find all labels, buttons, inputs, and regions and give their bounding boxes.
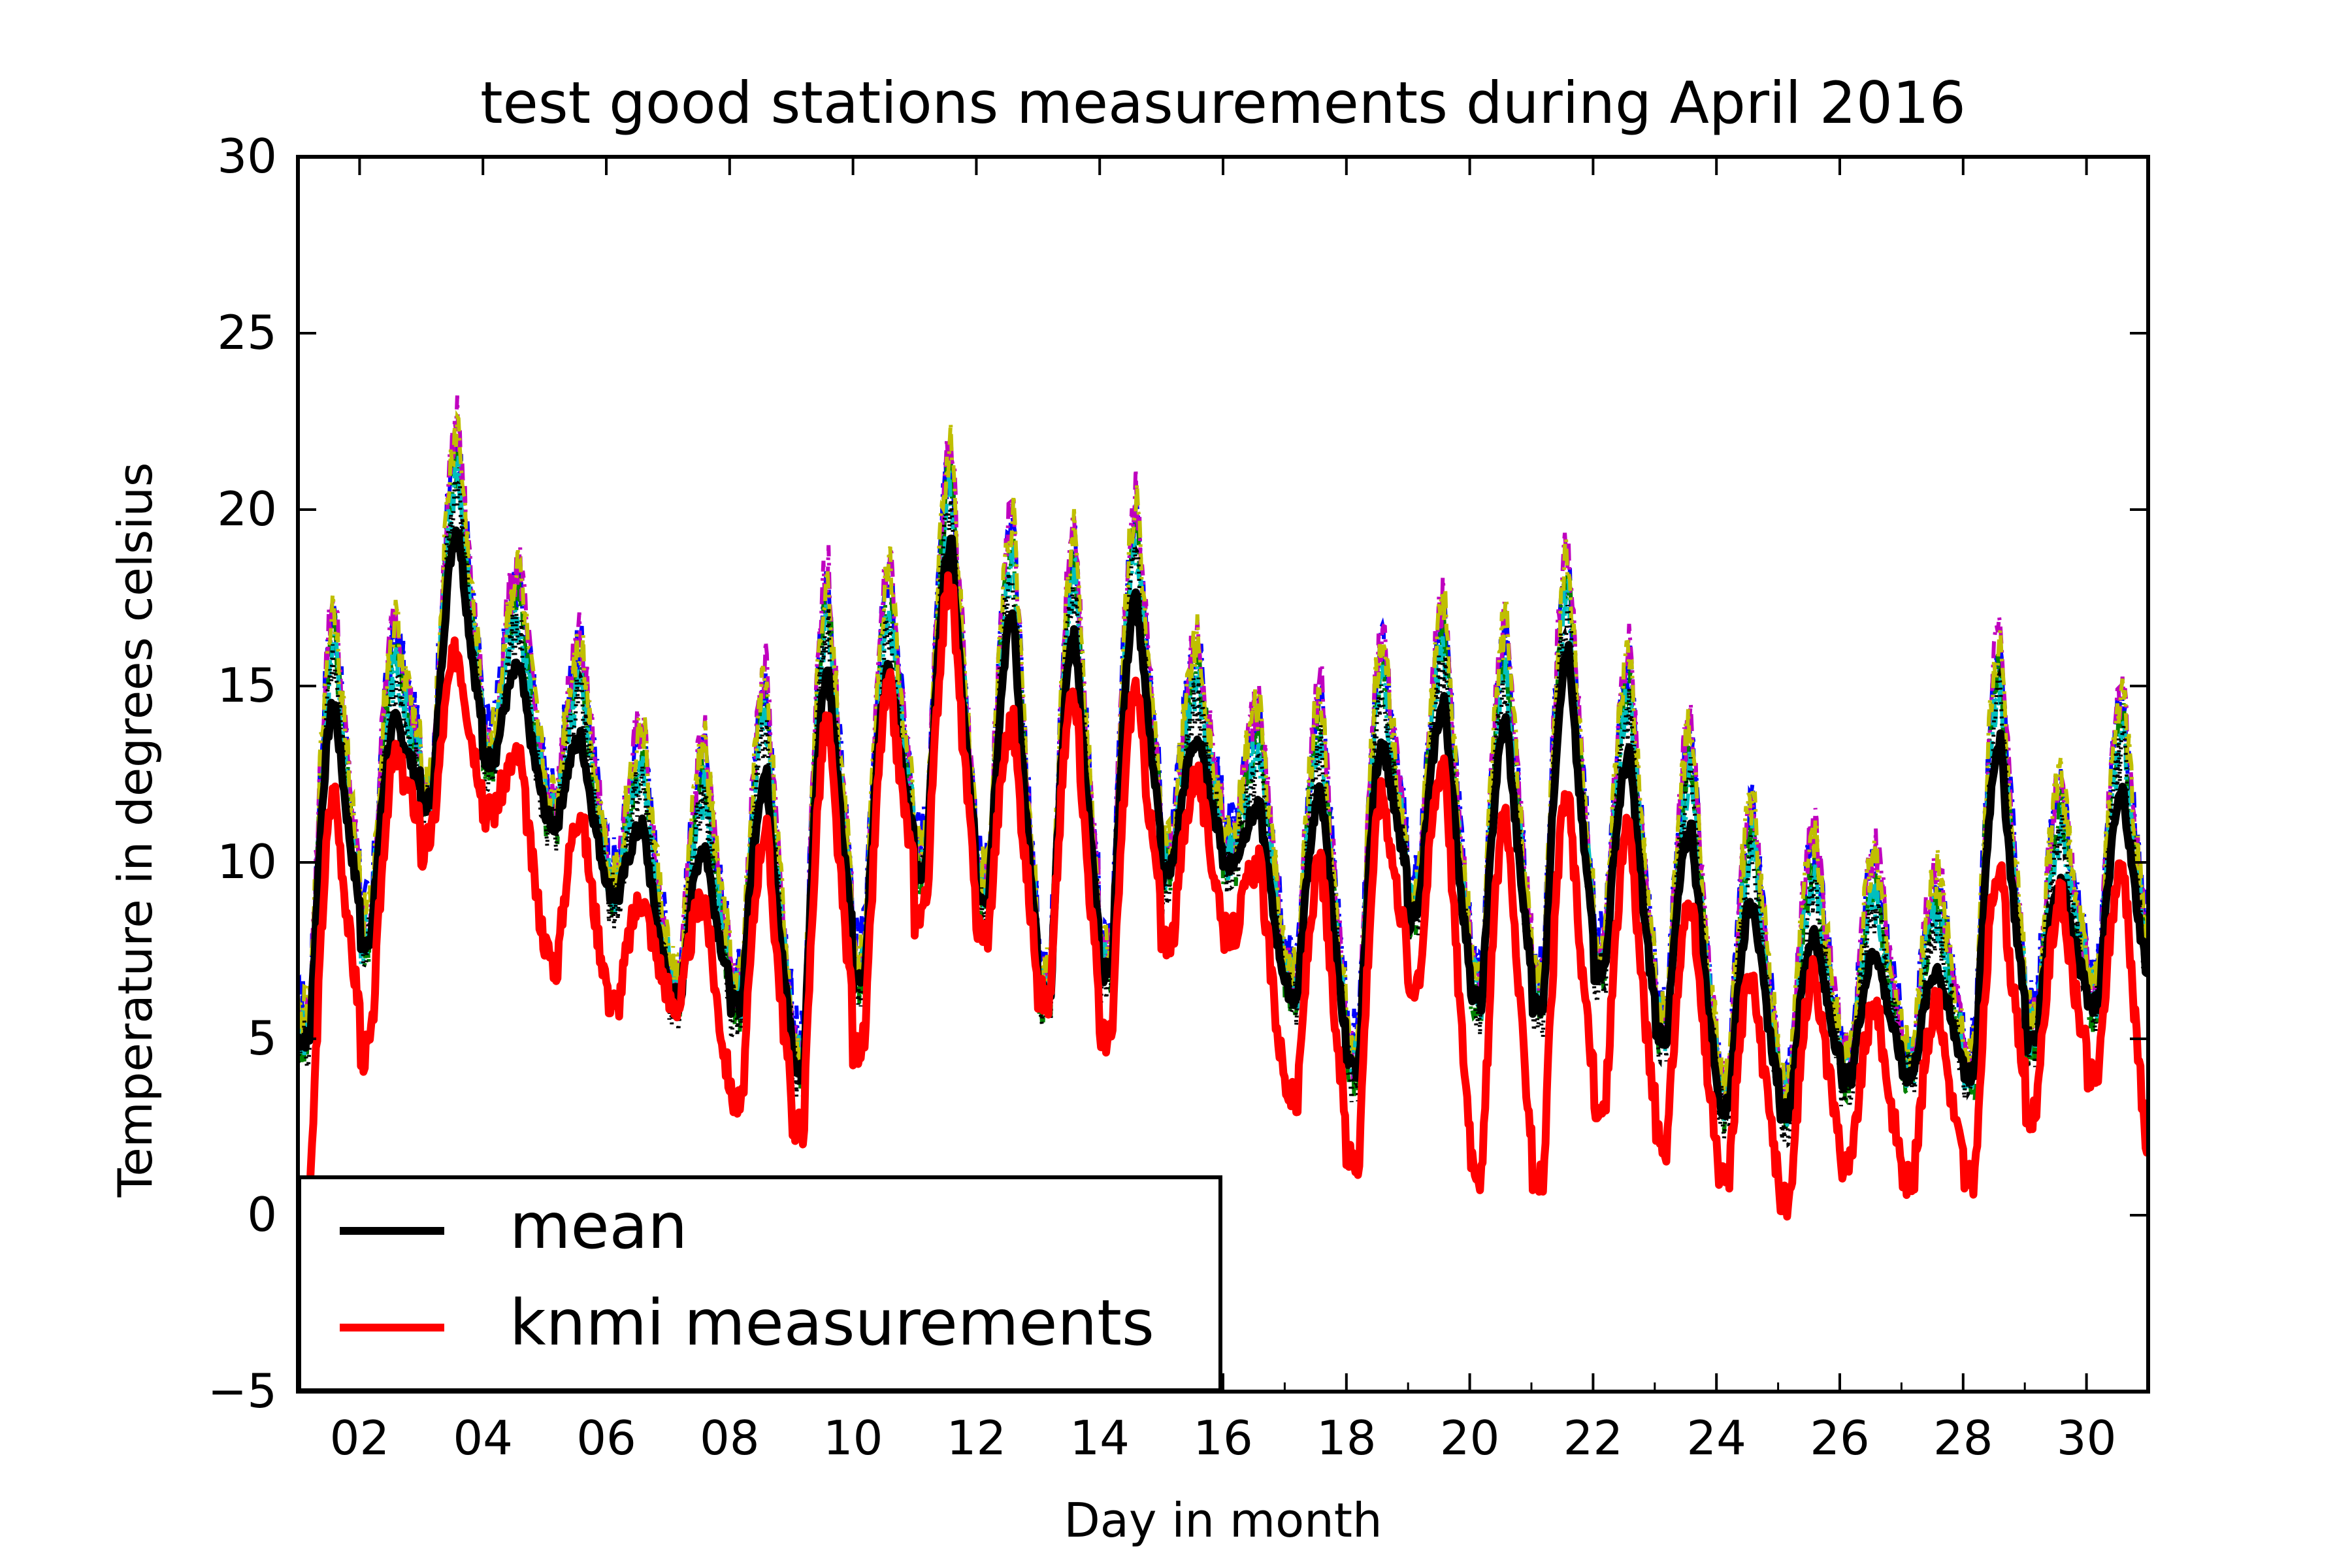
x-tick-label: 04 bbox=[453, 1411, 513, 1465]
knmi-series-line bbox=[298, 571, 2148, 1221]
y-axis-label: Temperature in degrees celsius bbox=[108, 463, 163, 1198]
legend-label-knmi: knmi measurements bbox=[510, 1286, 1154, 1360]
x-tick-label: 10 bbox=[823, 1411, 883, 1465]
legend: mean knmi measurements bbox=[297, 1175, 1222, 1392]
x-tick-label: 12 bbox=[947, 1411, 1007, 1465]
y-tick-label: −5 bbox=[208, 1364, 277, 1418]
x-tick-label: 14 bbox=[1070, 1411, 1130, 1465]
y-tick-label: 25 bbox=[217, 305, 277, 360]
x-tick-label: 18 bbox=[1316, 1411, 1377, 1465]
x-tick-label: 20 bbox=[1440, 1411, 1500, 1465]
x-tick-label: 30 bbox=[2057, 1411, 2117, 1465]
x-tick-label: 08 bbox=[700, 1411, 760, 1465]
x-tick-label: 02 bbox=[330, 1411, 390, 1465]
y-tick-label: 0 bbox=[247, 1187, 277, 1242]
legend-box bbox=[297, 1175, 1222, 1392]
y-tick-label: 5 bbox=[247, 1011, 277, 1066]
x-tick-label: 24 bbox=[1686, 1411, 1746, 1465]
x-tick-label: 22 bbox=[1563, 1411, 1624, 1465]
chart-title: test good stations measurements during A… bbox=[480, 69, 1966, 137]
y-tick-label: 30 bbox=[217, 129, 277, 184]
tick-layer: −5 0 5 10 15 20 25 30 02 04 06 08 10 12 14 16 18 20 22 24 26… bbox=[208, 129, 2149, 1465]
legend-label-mean: mean bbox=[510, 1190, 687, 1263]
x-tick-label: 16 bbox=[1193, 1411, 1253, 1465]
x-tick-label: 28 bbox=[1933, 1411, 1993, 1465]
x-axis-label: Day in month bbox=[1064, 1493, 1382, 1548]
plot-frame bbox=[296, 155, 2150, 1394]
x-tick-label: 06 bbox=[576, 1411, 636, 1465]
y-tick-label: 20 bbox=[217, 482, 277, 536]
x-tick-label: 26 bbox=[1810, 1411, 1870, 1465]
y-tick-label: 10 bbox=[217, 834, 277, 889]
mean-series-line bbox=[298, 526, 2148, 1124]
series-layer bbox=[298, 395, 2148, 1221]
y-tick-label: 15 bbox=[217, 658, 277, 713]
